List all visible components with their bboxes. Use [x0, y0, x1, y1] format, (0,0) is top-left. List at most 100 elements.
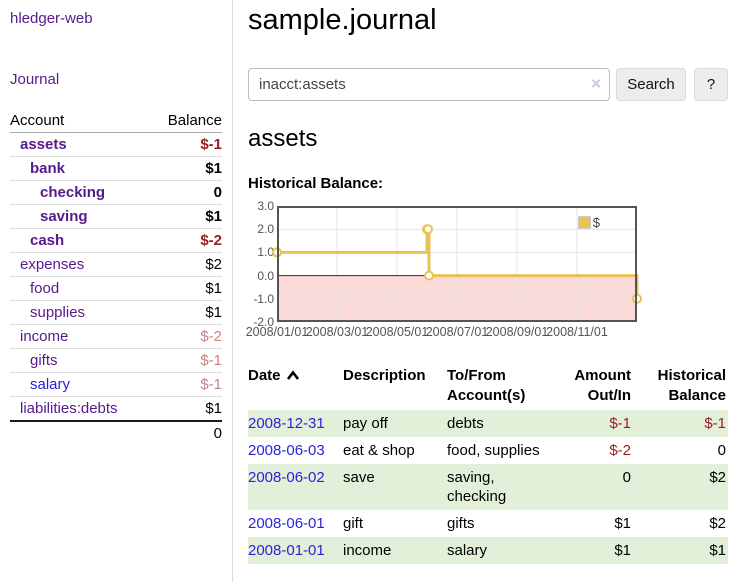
chart-border — [277, 206, 637, 322]
transaction-amount: $1 — [555, 537, 639, 564]
account-link-gifts[interactable]: gifts — [30, 352, 58, 369]
sidebar-item-journal[interactable]: Journal — [10, 71, 60, 88]
account-row: supplies $1 — [10, 300, 222, 325]
transaction-balance: $1 — [639, 537, 728, 564]
search-input-wrap: × — [248, 68, 610, 101]
y-axis-label: 0.0 — [257, 268, 274, 283]
account-balance: $1 — [150, 156, 222, 181]
transaction-balance: $2 — [709, 515, 726, 532]
accounts-total-row: 0 — [10, 420, 222, 445]
sidebar-nav: Journal — [10, 71, 222, 88]
account-row: expenses $2 — [10, 252, 222, 277]
transaction-description: gift — [343, 515, 364, 532]
transaction-accounts: gifts — [447, 515, 475, 532]
account-link-food[interactable]: food — [30, 280, 60, 297]
account-balance: $-1 — [150, 132, 222, 157]
transaction-date-link[interactable]: 2008-12-31 — [248, 415, 325, 432]
help-button[interactable]: ? — [694, 68, 728, 101]
date-header-label: Date — [248, 367, 281, 384]
clear-search-icon[interactable]: × — [591, 74, 601, 93]
sidebar: hledger-web Journal Account Balance asse… — [0, 0, 233, 582]
accounts-header-balance: Balance — [150, 109, 222, 133]
account-balance: $1 — [150, 204, 222, 229]
transaction-accounts: food, supplies — [447, 442, 540, 459]
transaction-date-link[interactable]: 2008-06-03 — [248, 442, 325, 459]
transaction-balance: 0 — [717, 442, 726, 459]
legend-label: $ — [592, 215, 600, 230]
data-point-marker — [423, 224, 433, 235]
search-button[interactable]: Search — [616, 68, 686, 101]
account-row: bank $1 — [10, 156, 222, 181]
sort-ascending-icon — [286, 367, 300, 387]
account-balance: $2 — [150, 252, 222, 277]
x-axis-label: 2008/03/01 — [305, 325, 369, 339]
transaction-balance: $-1 — [639, 410, 728, 437]
account-row: cash $-2 — [10, 228, 222, 253]
transaction-accounts: salary — [447, 537, 555, 564]
y-axis-label: -2.0 — [253, 315, 274, 329]
register-header-accounts: To/From Account(s) — [447, 367, 526, 404]
account-link-checking[interactable]: checking — [40, 184, 106, 201]
transaction-accounts: saving, checking — [447, 464, 555, 510]
y-axis-label: 1.0 — [257, 245, 274, 260]
account-balance: $1 — [150, 276, 222, 301]
accounts-table: Account Balance assets $-1 bank $1 check… — [10, 109, 222, 445]
account-row: checking 0 — [10, 180, 222, 205]
account-row: income $-2 — [10, 324, 222, 349]
y-axis-label: 2.0 — [257, 222, 274, 237]
account-link-bank[interactable]: bank — [30, 160, 66, 177]
account-heading: assets — [248, 125, 318, 152]
x-axis-label: 2008/11/01 — [546, 325, 608, 339]
chart-title: Historical Balance: — [248, 175, 384, 192]
app-title: hledger-web — [10, 10, 222, 27]
register-header-description: Description — [343, 367, 426, 384]
transaction-description: pay off — [343, 410, 447, 437]
register-header-row: Date Description To/From Account(s) Amou… — [248, 364, 728, 410]
balance-chart-svg — [272, 206, 642, 322]
transaction-date-link[interactable]: 2008-06-01 — [248, 515, 325, 532]
account-link-saving[interactable]: saving — [40, 208, 88, 225]
register-row: 2008-06-03 eat & shop food, supplies $-2… — [248, 437, 728, 464]
x-axis-label: 2008/07/01 — [425, 325, 489, 339]
account-balance: 0 — [150, 180, 222, 205]
accounts-header-row: Account Balance — [10, 109, 222, 133]
y-axis-label: -1.0 — [253, 291, 274, 306]
account-link-supplies[interactable]: supplies — [30, 304, 86, 321]
account-row: liabilities:debts $1 — [10, 396, 222, 421]
account-row: saving $1 — [10, 204, 222, 229]
transaction-amount: $-2 — [609, 442, 631, 459]
search-input[interactable] — [248, 68, 610, 101]
account-balance: $-1 — [150, 348, 222, 373]
account-row: salary $-1 — [10, 372, 222, 397]
accounts-header-account: Account — [10, 109, 151, 133]
account-balance: $1 — [150, 300, 222, 325]
search-bar: × Search ? — [248, 68, 742, 101]
chart-plot-area: $ — [272, 206, 642, 322]
account-link-liabilities-debts[interactable]: liabilities:debts — [20, 400, 118, 417]
legend-swatch — [577, 216, 591, 229]
accounts-total-value: 0 — [150, 420, 222, 445]
transaction-amount: $1 — [614, 515, 631, 532]
account-balance: $-2 — [150, 228, 222, 253]
transaction-description: eat & shop — [343, 442, 415, 459]
data-point-marker — [424, 270, 434, 281]
x-axis-label: 2008/01/01 — [245, 325, 309, 339]
register-header-amount: Amount Out/In — [574, 367, 631, 404]
account-balance: $-2 — [150, 324, 222, 349]
account-link-income[interactable]: income — [20, 328, 69, 345]
account-link-salary[interactable]: salary — [30, 376, 71, 393]
transaction-amount: 0 — [555, 464, 639, 510]
historical-balance-chart: 3.0 2.0 1.0 0.0 -1.0 -2.0 $ 2008/01/01 2008/03… — [245, 199, 668, 342]
transaction-date-link[interactable]: 2008-06-02 — [248, 469, 325, 486]
register-header-date[interactable]: Date — [248, 364, 343, 410]
account-link-assets[interactable]: assets — [20, 136, 67, 153]
chart-legend: $ — [577, 215, 600, 230]
transaction-date-link[interactable]: 2008-01-01 — [248, 542, 325, 559]
transaction-description: income — [343, 537, 447, 564]
transaction-accounts: debts — [447, 410, 555, 437]
account-link-expenses[interactable]: expenses — [20, 256, 85, 273]
register-row: 2008-06-02 save saving, checking 0 $2 — [248, 464, 728, 510]
app-title-link[interactable]: hledger-web — [10, 10, 93, 27]
account-row: gifts $-1 — [10, 348, 222, 373]
account-link-cash[interactable]: cash — [30, 232, 65, 249]
